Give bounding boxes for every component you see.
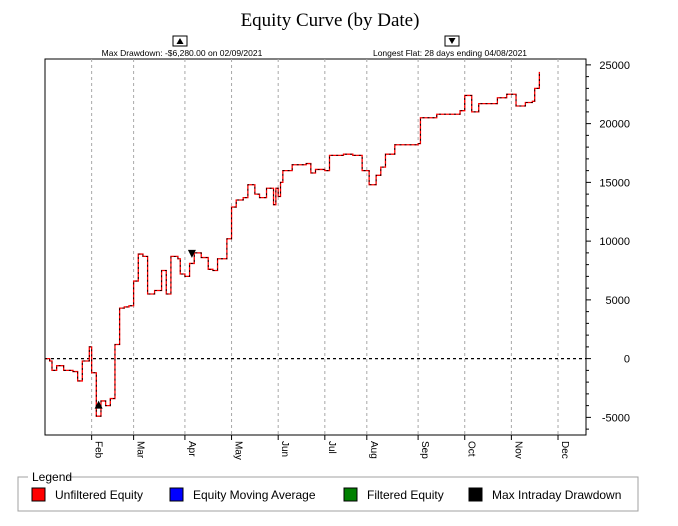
y-tick-label: 20000: [599, 119, 630, 131]
x-axis: Feb Mar Apr May Jun Jul Aug Sep Oct Nov Dec: [91, 435, 570, 460]
y-tick-label: 15000: [599, 177, 630, 189]
x-tick-label: Jun: [279, 441, 290, 457]
drawdown-marker: [94, 400, 103, 409]
legend-item-equity-moving-average[interactable]: Equity Moving Average: [169, 487, 316, 502]
up-arrow-icon: [176, 38, 184, 44]
marker-layer: [94, 249, 196, 409]
y-tick-label: 25000: [599, 60, 630, 72]
legend-item-filtered-equity[interactable]: Filtered Equity: [343, 487, 444, 502]
y-tick-label: 5000: [606, 295, 630, 307]
legend-item-max-intraday-drawdown[interactable]: Max Intraday Drawdown: [468, 487, 621, 502]
x-tick-label: Oct: [466, 441, 477, 457]
flat-marker: [187, 249, 196, 258]
x-tick-label: Aug: [368, 441, 379, 459]
max-drawdown-annotation: Max Drawdown: -$6,280.00 on 02/09/2021: [102, 48, 263, 58]
legend-swatch-blue: [169, 487, 184, 502]
down-arrow-icon: [448, 38, 456, 44]
legend-label: Equity Moving Average: [193, 488, 316, 502]
x-tick-label: Sep: [419, 441, 430, 459]
legend-item-unfiltered-equity[interactable]: Unfiltered Equity: [31, 487, 143, 502]
chart-title: Equity Curve (by Date): [241, 10, 420, 31]
legend-label: Max Intraday Drawdown: [492, 488, 621, 502]
series-line-overlay: [45, 71, 540, 417]
plot-area: [44, 58, 587, 436]
x-tick-label: Nov: [512, 441, 523, 459]
legend-swatch-green: [343, 487, 358, 502]
legend-swatch-black: [468, 487, 483, 502]
max-drawdown-nav-button[interactable]: [172, 35, 188, 47]
legend-swatch-red: [31, 487, 46, 502]
longest-flat-annotation: Longest Flat: 28 days ending 04/08/2021: [373, 48, 527, 58]
y-axis: 25000 20000 15000 10000 5000 0 -5000: [586, 60, 630, 430]
x-tick-label: Jul: [326, 441, 337, 454]
y-tick-label: -5000: [602, 412, 630, 424]
y-tick-label: 0: [624, 354, 630, 366]
grid-layer: [91, 59, 559, 435]
x-tick-label: Apr: [186, 441, 197, 457]
x-tick-label: May: [233, 441, 244, 460]
legend-label: Unfiltered Equity: [55, 488, 143, 502]
legend-label: Filtered Equity: [367, 488, 444, 502]
legend-title: Legend: [32, 470, 72, 484]
legend: Legend Unfiltered Equity Equity Moving A…: [17, 470, 639, 512]
y-tick-label: 10000: [599, 236, 630, 248]
longest-flat-nav-button[interactable]: [444, 35, 460, 47]
x-tick-label: Mar: [135, 441, 146, 459]
x-tick-label: Dec: [559, 441, 570, 459]
series-layer: [45, 71, 541, 417]
x-tick-label: Feb: [93, 441, 104, 459]
